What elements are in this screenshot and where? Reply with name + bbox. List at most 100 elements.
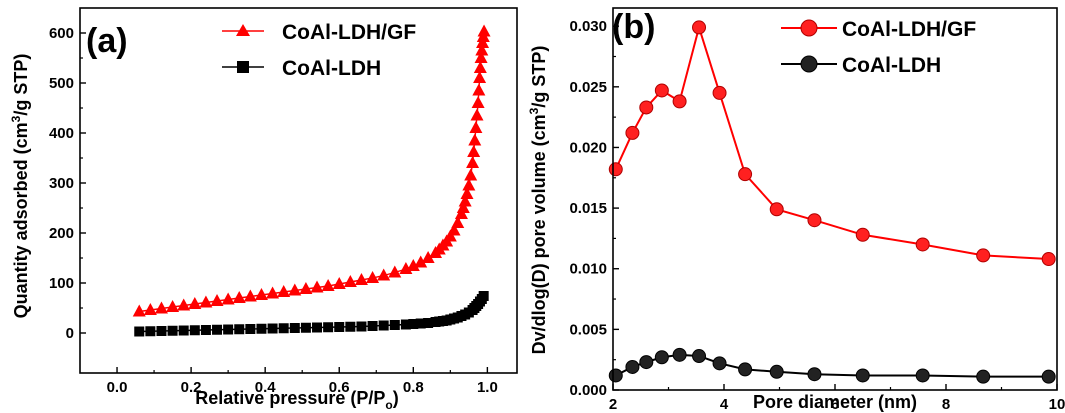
data-point-square: [278, 323, 289, 334]
x-tick-label: 0.2: [181, 379, 202, 396]
data-point-triangle: [462, 178, 476, 191]
data-point-triangle: [188, 297, 202, 309]
data-point-circle: [976, 248, 991, 263]
data-point-triangle: [470, 108, 484, 121]
data-point-triangle: [464, 168, 478, 181]
legend-label-coal-ldh-gf: CoAl-LDH/GF: [282, 21, 416, 44]
x-tick-label: 0.0: [107, 379, 128, 396]
y-title-main: Dv/dlog(D) pore volume (cm: [529, 114, 549, 354]
data-point-square: [356, 321, 367, 332]
data-point-circle: [915, 368, 930, 383]
data-point-circle: [608, 368, 623, 383]
data-point-circle: [1041, 252, 1056, 267]
panel-a-chart: (a) 0.0 0.2 0.4 0.6 0.8 1.0 0 100 200 300 400 500 60…: [9, 7, 518, 412]
legend-marker-circle: [800, 55, 818, 73]
data-point-triangle: [467, 145, 481, 157]
data-point-triangle: [254, 288, 268, 300]
data-point-triangle: [471, 96, 485, 108]
data-point-triangle: [469, 121, 483, 133]
series-coal-ldh: [134, 291, 489, 337]
data-point-triangle: [321, 279, 335, 291]
data-point-square: [345, 321, 356, 332]
data-point-triangle: [377, 268, 391, 281]
y-title-end: /g STP): [529, 46, 549, 108]
legend-entry-coal-ldh-gf: CoAl-LDH/GF: [781, 18, 976, 41]
data-point-square: [134, 326, 145, 337]
y-tick-label: 400: [49, 125, 74, 142]
data-point-square: [145, 326, 156, 337]
data-point-triangle: [474, 51, 488, 63]
data-point-circle: [672, 347, 687, 362]
data-point-triangle: [473, 71, 487, 83]
panel-b-y-axis-title: Dv/dlog(D) pore volume (cm3/g STP): [527, 46, 549, 355]
data-point-square: [323, 322, 334, 333]
data-point-circle: [692, 20, 707, 35]
legend-marker-square: [237, 61, 249, 73]
x-tick-label: 10: [1049, 396, 1065, 413]
x-tick-label: 2: [609, 396, 617, 413]
data-point-circle: [807, 367, 822, 382]
legend-entry-coal-ldh: CoAl-LDH: [781, 54, 941, 77]
data-point-square: [312, 322, 323, 333]
data-point-circle: [639, 100, 654, 115]
data-point-square: [423, 318, 434, 328]
data-point-triangle: [388, 265, 402, 278]
x-title-end: ): [393, 388, 399, 408]
legend-label-coal-ldh: CoAl-LDH: [282, 57, 381, 80]
data-point-square: [389, 320, 400, 330]
data-point-triangle: [154, 301, 168, 314]
data-point-triangle: [458, 194, 472, 207]
data-point-square: [408, 319, 419, 329]
data-point-square: [178, 325, 189, 336]
data-point-triangle: [232, 291, 246, 303]
data-point-triangle: [288, 283, 302, 296]
panel-a-x-axis-title: Relative pressure (P/Po): [195, 388, 398, 412]
data-point-triangle: [310, 280, 324, 293]
data-point-triangle: [343, 275, 357, 287]
data-point-circle: [807, 213, 822, 228]
data-point-triangle: [366, 271, 380, 283]
data-point-circle: [639, 355, 654, 370]
series-coal-ldh-gf: [132, 24, 491, 317]
x-tick-label: 0.8: [403, 379, 424, 396]
y-tick-label: 0.025: [569, 79, 607, 96]
data-point-square: [200, 325, 211, 335]
x-tick-label: 0.6: [329, 379, 350, 396]
data-point-circle: [654, 83, 669, 98]
panel-b-legend: CoAl-LDH/GF CoAl-LDH: [781, 18, 976, 77]
data-point-triangle: [354, 273, 368, 285]
data-point-triangle: [460, 187, 474, 199]
panel-b-plot-frame: [612, 7, 1058, 391]
panel-a-legend: CoAl-LDH/GF CoAl-LDH: [222, 21, 416, 80]
data-point-circle: [712, 356, 727, 371]
data-point-square: [189, 325, 200, 336]
legend-marker-triangle: [236, 24, 250, 36]
data-point-square: [415, 318, 426, 329]
data-point-circle: [855, 368, 870, 383]
data-point-circle: [608, 162, 623, 177]
series-line-coal-ldh-gf: [614, 23, 1049, 261]
data-point-triangle: [473, 61, 487, 73]
data-point-square: [367, 321, 378, 331]
data-point-triangle: [143, 303, 157, 315]
legend-entry-coal-ldh: CoAl-LDH: [222, 57, 381, 80]
data-point-circle: [976, 369, 991, 384]
data-point-circle: [769, 364, 784, 379]
y-tick-label: 0.020: [569, 139, 607, 156]
data-point-triangle: [243, 289, 257, 302]
data-point-circle: [738, 167, 753, 182]
x-tick-label: 8: [942, 396, 950, 413]
y-tick-label: 0.000: [569, 382, 607, 399]
series-coal-ldh: [608, 347, 1056, 384]
data-point-triangle: [475, 43, 489, 56]
data-point-square: [234, 324, 245, 335]
y-title-main: Quantity adsorbed (cm: [11, 122, 31, 318]
data-point-triangle: [468, 133, 482, 146]
x-title-main: Relative pressure (P/P: [195, 388, 385, 408]
x-tick-label: 6: [831, 396, 839, 413]
data-point-triangle: [414, 255, 428, 268]
legend-label-coal-ldh: CoAl-LDH: [842, 54, 941, 77]
data-point-triangle: [472, 83, 486, 96]
data-point-square: [378, 320, 389, 331]
